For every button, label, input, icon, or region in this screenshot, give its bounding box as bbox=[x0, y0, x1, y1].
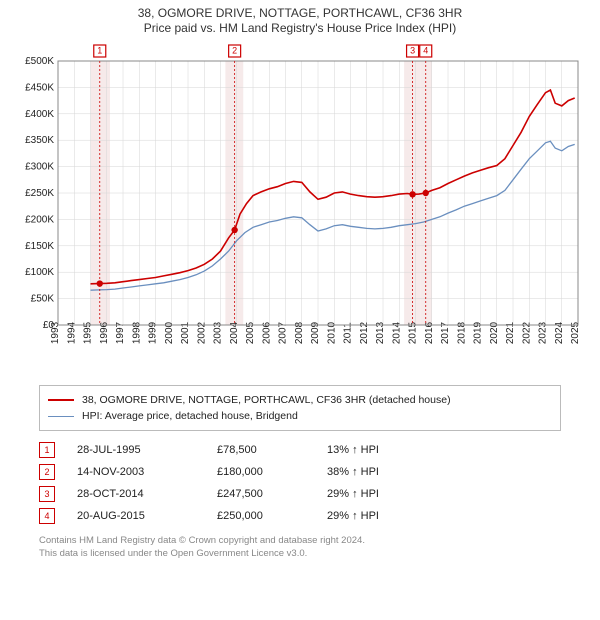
svg-text:£500K: £500K bbox=[25, 56, 54, 67]
footer: Contains HM Land Registry data © Crown c… bbox=[39, 535, 561, 567]
svg-text:£400K: £400K bbox=[25, 109, 54, 120]
legend-swatch-blue bbox=[48, 416, 74, 417]
chart-container: 38, OGMORE DRIVE, NOTTAGE, PORTHCAWL, CF… bbox=[0, 0, 600, 567]
transaction-price: £180,000 bbox=[217, 466, 327, 478]
table-row: 1 28-JUL-1995 £78,500 13% ↑ HPI bbox=[39, 439, 561, 461]
transaction-price: £247,500 bbox=[217, 488, 327, 500]
legend-swatch-red bbox=[48, 399, 74, 401]
legend-label-blue: HPI: Average price, detached house, Brid… bbox=[82, 410, 298, 422]
svg-text:1: 1 bbox=[97, 45, 102, 55]
transaction-date: 28-OCT-2014 bbox=[77, 488, 217, 500]
transaction-pct: 29% ↑ HPI bbox=[327, 510, 447, 522]
transaction-marker-4: 4 bbox=[39, 508, 55, 524]
svg-text:3: 3 bbox=[410, 45, 415, 55]
svg-text:4: 4 bbox=[423, 45, 428, 55]
svg-text:£450K: £450K bbox=[25, 82, 54, 93]
legend-row-red: 38, OGMORE DRIVE, NOTTAGE, PORTHCAWL, CF… bbox=[48, 392, 552, 408]
transactions-table: 1 28-JUL-1995 £78,500 13% ↑ HPI 2 14-NOV… bbox=[39, 439, 561, 527]
table-row: 2 14-NOV-2003 £180,000 38% ↑ HPI bbox=[39, 461, 561, 483]
transaction-pct: 29% ↑ HPI bbox=[327, 488, 447, 500]
legend: 38, OGMORE DRIVE, NOTTAGE, PORTHCAWL, CF… bbox=[39, 385, 561, 431]
svg-text:£50K: £50K bbox=[31, 294, 55, 305]
svg-text:2: 2 bbox=[232, 45, 237, 55]
footer-line-2: This data is licensed under the Open Gov… bbox=[39, 548, 561, 561]
transaction-date: 20-AUG-2015 bbox=[77, 510, 217, 522]
transaction-pct: 38% ↑ HPI bbox=[327, 466, 447, 478]
chart-svg: £0£50K£100K£150K£200K£250K£300K£350K£400… bbox=[10, 39, 590, 379]
svg-text:£350K: £350K bbox=[25, 135, 54, 146]
table-row: 3 28-OCT-2014 £247,500 29% ↑ HPI bbox=[39, 483, 561, 505]
legend-row-blue: HPI: Average price, detached house, Brid… bbox=[48, 408, 552, 424]
title-line-2: Price paid vs. HM Land Registry's House … bbox=[0, 21, 600, 35]
svg-text:£150K: £150K bbox=[25, 241, 54, 252]
transaction-date: 28-JUL-1995 bbox=[77, 444, 217, 456]
title-line-1: 38, OGMORE DRIVE, NOTTAGE, PORTHCAWL, CF… bbox=[0, 6, 600, 20]
svg-text:£300K: £300K bbox=[25, 162, 54, 173]
table-row: 4 20-AUG-2015 £250,000 29% ↑ HPI bbox=[39, 505, 561, 527]
transaction-date: 14-NOV-2003 bbox=[77, 466, 217, 478]
transaction-pct: 13% ↑ HPI bbox=[327, 444, 447, 456]
titles: 38, OGMORE DRIVE, NOTTAGE, PORTHCAWL, CF… bbox=[0, 0, 600, 35]
transaction-marker-1: 1 bbox=[39, 442, 55, 458]
chart: £0£50K£100K£150K£200K£250K£300K£350K£400… bbox=[10, 39, 590, 379]
transaction-price: £78,500 bbox=[217, 444, 327, 456]
svg-text:£250K: £250K bbox=[25, 188, 54, 199]
transaction-marker-3: 3 bbox=[39, 486, 55, 502]
footer-line-1: Contains HM Land Registry data © Crown c… bbox=[39, 535, 561, 548]
svg-text:£100K: £100K bbox=[25, 267, 54, 278]
transaction-marker-2: 2 bbox=[39, 464, 55, 480]
transaction-price: £250,000 bbox=[217, 510, 327, 522]
svg-text:£200K: £200K bbox=[25, 214, 54, 225]
legend-label-red: 38, OGMORE DRIVE, NOTTAGE, PORTHCAWL, CF… bbox=[82, 394, 451, 406]
